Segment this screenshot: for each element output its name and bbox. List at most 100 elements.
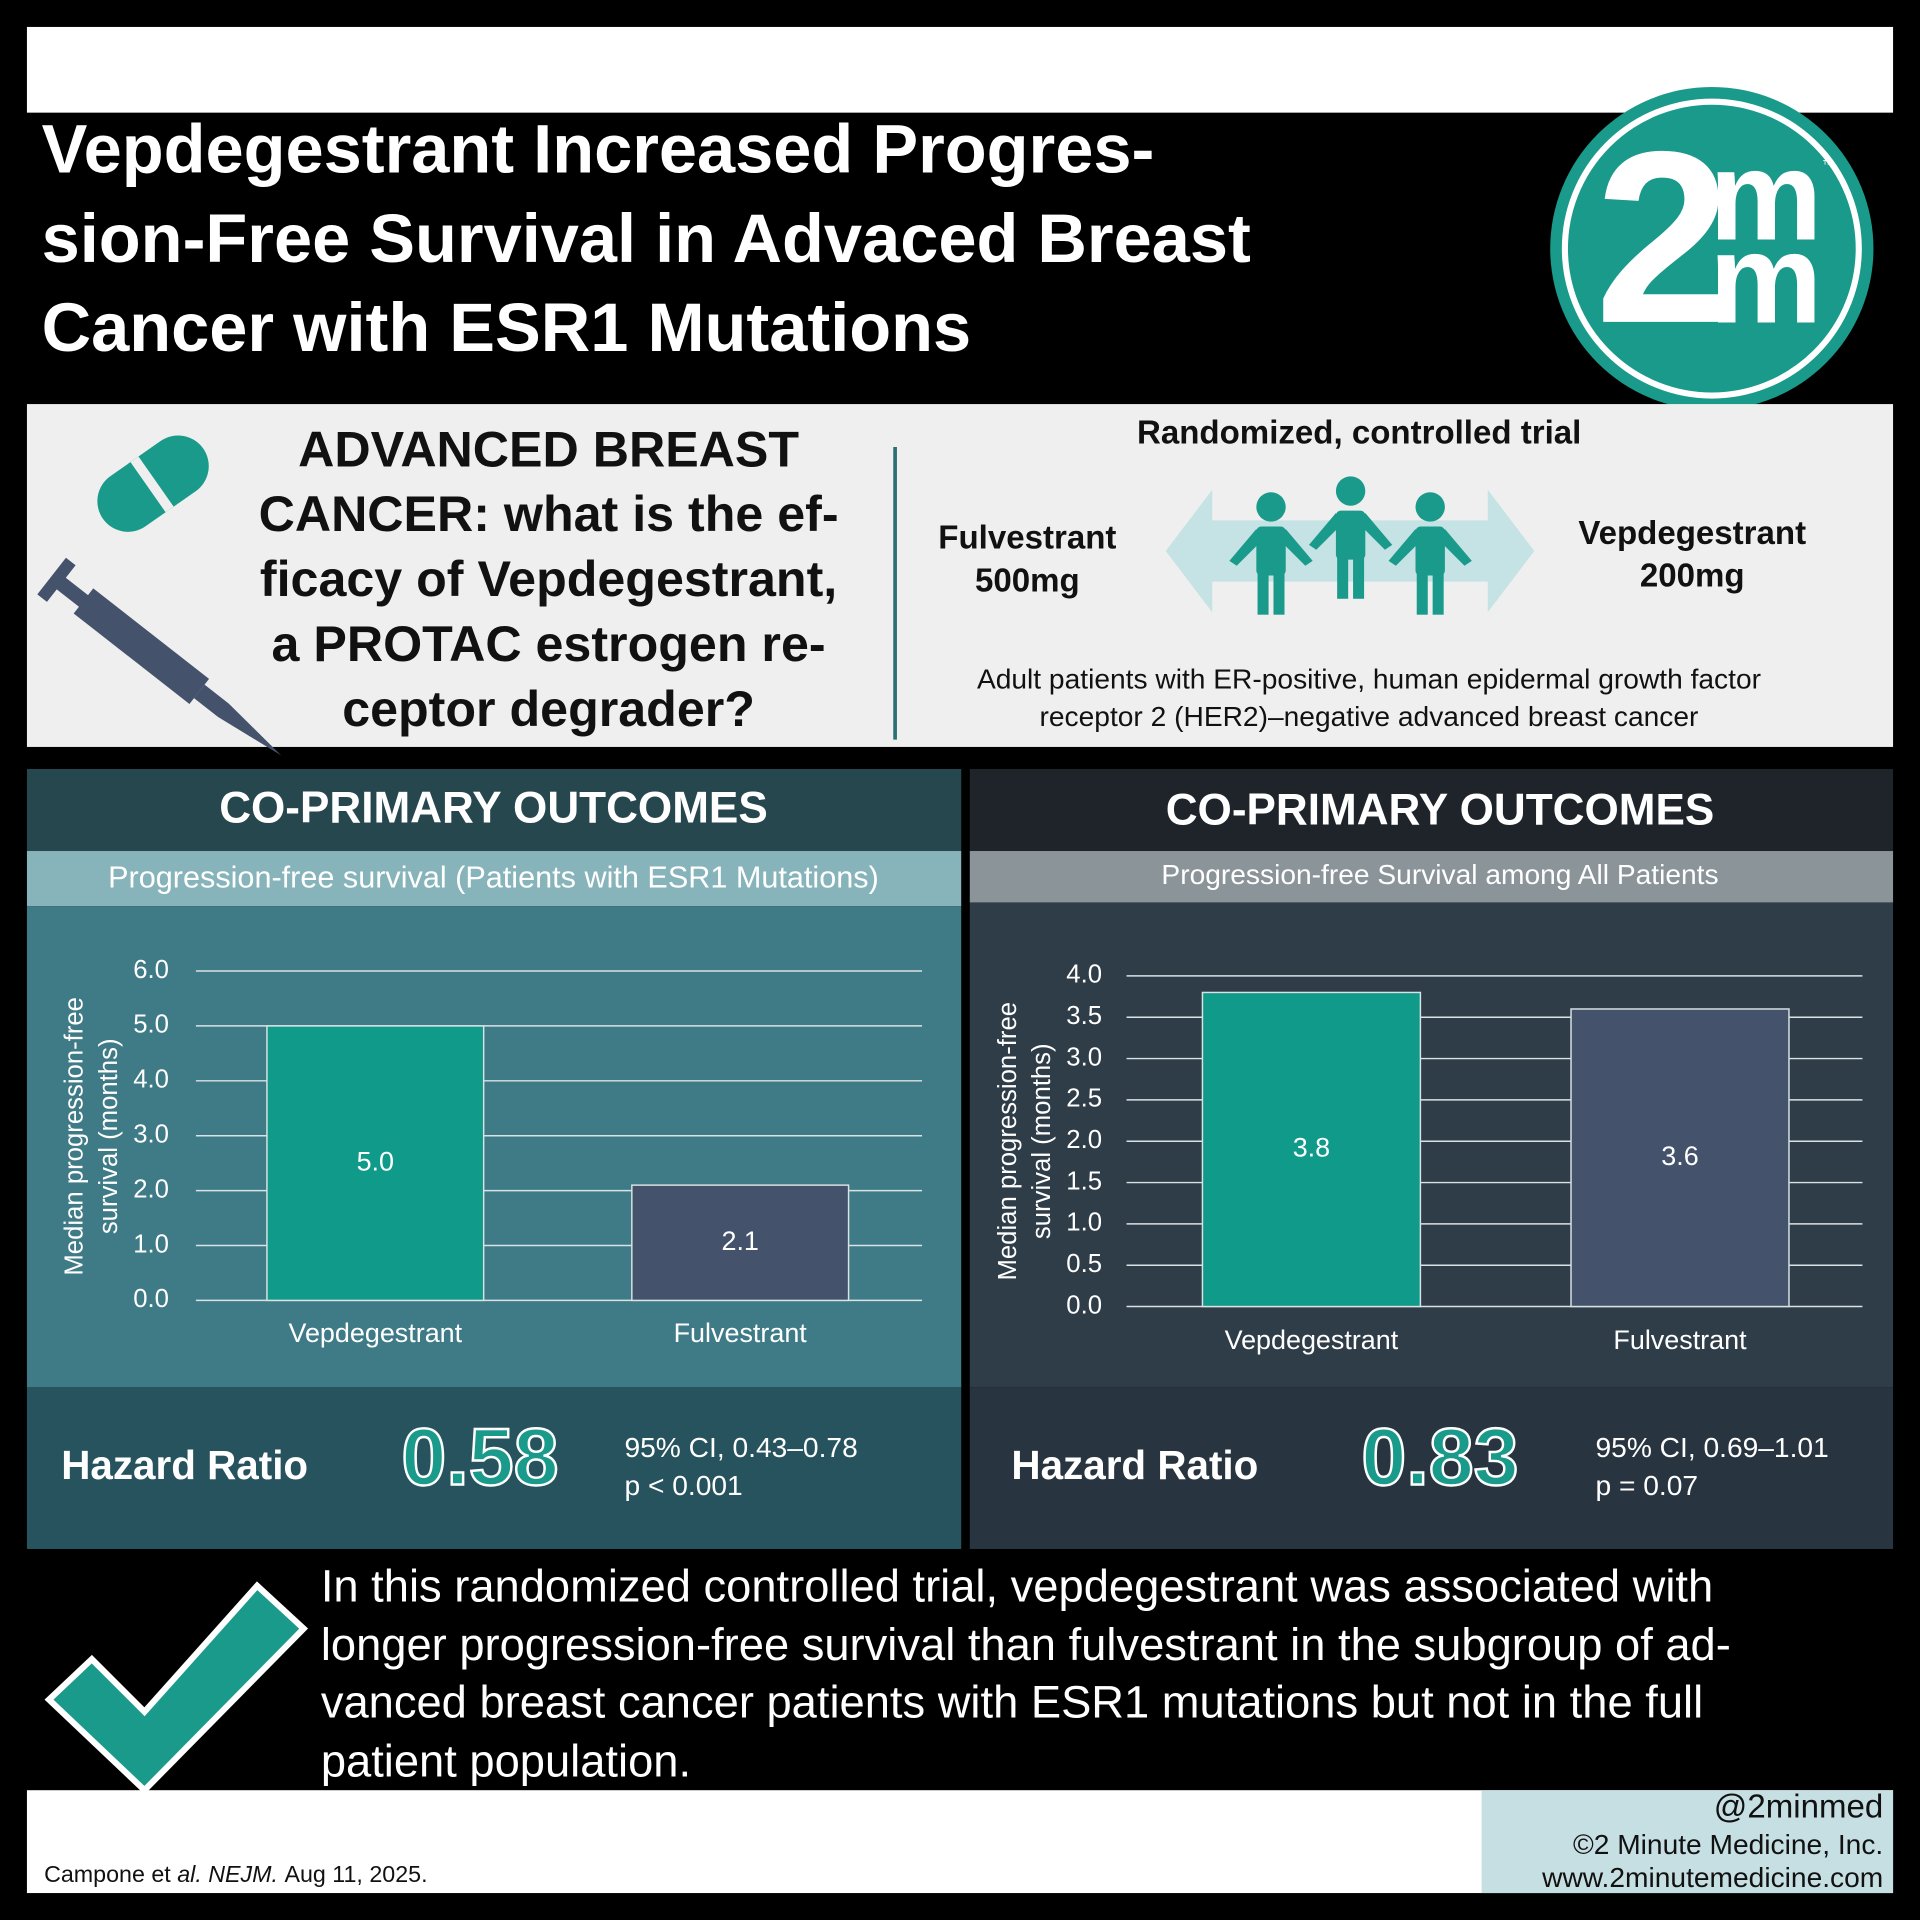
y-axis-label: Median progression-free	[61, 997, 89, 1276]
logo-ring	[1561, 98, 1862, 399]
conclusion-line: In this randomized controlled trial, vep…	[321, 1560, 1713, 1611]
panel-left	[26, 768, 962, 1549]
y-tick-label: 1.0	[133, 1230, 169, 1258]
charts: CO-PRIMARY OUTCOMES Progression-free surv…	[61, 783, 1863, 1504]
syringe-handle	[37, 557, 76, 602]
syringe-icon	[37, 557, 282, 756]
pill-split	[130, 456, 174, 513]
x-tick-label: Vepdegestrant	[288, 1318, 462, 1348]
syringe-plunger	[54, 576, 91, 609]
hr-ci: 95% CI, 0.43–0.78	[624, 1432, 857, 1463]
y-tick-label: 3.0	[133, 1121, 169, 1149]
copyright: ©2 Minute Medicine, Inc.	[1573, 1829, 1883, 1860]
arm-right: 200mg	[1640, 558, 1745, 595]
question-line: a PROTAC estrogen re-	[272, 616, 826, 672]
intro-panel	[26, 404, 1894, 747]
y-tick-label: 4.0	[133, 1066, 169, 1094]
conclusion-line: vanced breast cancer patients with ESR1 …	[321, 1677, 1703, 1728]
arm-left: Fulvestrant	[938, 520, 1116, 557]
logo-digit: 2	[1595, 100, 1731, 374]
y-tick-label: 4.0	[1066, 961, 1102, 989]
y-tick-label: 0.0	[133, 1285, 169, 1313]
hr-value: 0.58	[401, 1413, 558, 1503]
title-line: sion-Free Survival in Advaced Breast	[42, 200, 1251, 277]
value-label: 3.8	[1293, 1133, 1330, 1163]
y-tick-label: 5.0	[133, 1011, 169, 1039]
hr-area	[26, 1387, 962, 1549]
logo: 2 m m ™	[1550, 86, 1874, 411]
panel-subheader	[26, 851, 962, 907]
hr-label: Hazard Ratio	[61, 1442, 308, 1488]
logo-tm: ™	[1822, 158, 1834, 172]
hr-value: 0.83	[1361, 1413, 1518, 1503]
logo-m: m	[1709, 208, 1822, 350]
bar	[266, 1025, 485, 1302]
y-tick-label: 3.0	[1066, 1043, 1102, 1071]
pill-icon	[97, 435, 209, 532]
y-tick-label: 3.5	[1066, 1002, 1102, 1030]
hr-area	[969, 1387, 1894, 1549]
panel-subheader	[969, 851, 1894, 903]
y-tick-label: 1.0	[1066, 1209, 1102, 1237]
y-tick-label: 1.5	[1066, 1167, 1102, 1195]
hr-ci: 95% CI, 0.69–1.01	[1596, 1432, 1829, 1463]
conclusion-line: patient population.	[321, 1735, 691, 1786]
bar	[1570, 1008, 1790, 1308]
value-label: 2.1	[721, 1226, 758, 1256]
panel-title: CO-PRIMARY OUTCOMES	[219, 783, 768, 832]
population-line: receptor 2 (HER2)–negative advanced brea…	[1040, 701, 1699, 732]
y-tick-label: 2.0	[1066, 1126, 1102, 1154]
y-tick-label: 2.5	[1066, 1085, 1102, 1113]
chart-area	[26, 906, 962, 1388]
person	[1388, 492, 1472, 615]
hr-label: Hazard Ratio	[1011, 1442, 1258, 1488]
logo-m: m	[1709, 124, 1822, 266]
y-axis-label: Median progression-free	[994, 1002, 1022, 1281]
y-axis-label: survival (months)	[1028, 1043, 1056, 1239]
population-line: Adult patients with ER-positive, human e…	[977, 663, 1761, 694]
x-tick-label: Vepdegestrant	[1225, 1325, 1399, 1355]
hr-p: p < 0.001	[624, 1470, 742, 1501]
citation-authors: Campone et	[44, 1861, 171, 1887]
y-tick-label: 2.0	[133, 1175, 169, 1203]
url: www.2minutemedicine.com	[1541, 1862, 1883, 1893]
y-tick-label: 6.0	[133, 956, 169, 984]
x-tick-label: Fulvestrant	[1613, 1325, 1747, 1355]
y-axis-label: survival (months)	[95, 1038, 123, 1234]
handle: @2minmed	[1714, 1788, 1883, 1825]
question-line: ficacy of Vepdegestrant,	[260, 551, 837, 607]
question-line: ADVANCED BREAST	[298, 421, 799, 477]
question-line: CANCER: what is the ef-	[259, 486, 839, 542]
title-line: Cancer with ESR1 Mutations	[42, 289, 972, 366]
citation: Campone et al. NEJM. Aug 11, 2025.	[44, 1861, 427, 1887]
panel-header	[969, 768, 1894, 852]
footer-box	[1481, 1790, 1894, 1894]
conclusion-line: longer progression-free survival than fu…	[321, 1619, 1731, 1670]
top-band	[26, 26, 1894, 113]
y-tick-label: 0.5	[1066, 1250, 1102, 1278]
person	[1308, 476, 1393, 599]
people-icon	[1229, 476, 1472, 615]
bar	[1201, 991, 1422, 1308]
design-title: Randomized, controlled trial	[1137, 414, 1581, 451]
x-tick-label: Fulvestrant	[674, 1318, 808, 1348]
panel-title: CO-PRIMARY OUTCOMES	[1166, 786, 1715, 835]
person	[1229, 492, 1313, 615]
y-tick-label: 0.0	[1066, 1291, 1102, 1319]
title-line: Vepdegestrant Increased Progres-	[42, 110, 1155, 187]
question-line: ceptor degrader?	[342, 681, 755, 737]
syringe-needle	[193, 684, 282, 756]
panel-subtitle: Progression-free Survival among All Pati…	[1161, 859, 1718, 890]
bar	[631, 1184, 850, 1302]
value-label: 5.0	[357, 1146, 394, 1176]
panel-subtitle: Progression-free survival (Patients with…	[108, 860, 879, 894]
citation-date: Aug 11, 2025.	[284, 1861, 427, 1887]
citation-journal: NEJM.	[208, 1861, 278, 1887]
syringe-barrel	[73, 588, 210, 704]
arm-right: Vepdegestrant	[1578, 515, 1806, 552]
hr-p: p = 0.07	[1596, 1470, 1699, 1501]
panel-header	[26, 768, 962, 852]
conclusion-band	[110, 1561, 1894, 1791]
logo-circle	[1550, 86, 1874, 411]
